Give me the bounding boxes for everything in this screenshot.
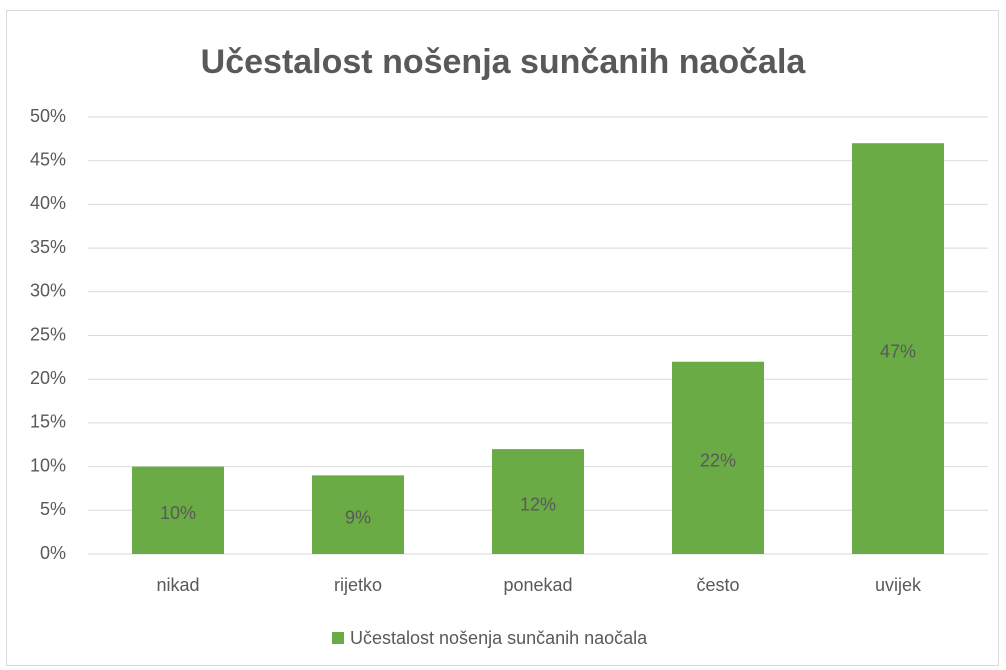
data-label: 9% [345, 507, 371, 527]
legend-swatch [332, 632, 344, 644]
y-tick-label: 45% [30, 149, 66, 169]
y-tick-label: 20% [30, 368, 66, 388]
y-tick-label: 15% [30, 412, 66, 432]
x-tick-label: ponekad [503, 575, 572, 595]
data-label: 12% [520, 494, 556, 514]
x-tick-label: uvijek [875, 575, 922, 595]
bar [852, 143, 944, 554]
x-tick-label: nikad [156, 575, 199, 595]
data-label: 10% [160, 503, 196, 523]
bar [672, 361, 764, 554]
bar [492, 449, 584, 554]
x-tick-label: često [696, 575, 739, 595]
y-tick-label: 35% [30, 237, 66, 257]
y-tick-label: 50% [30, 106, 66, 126]
y-tick-label: 25% [30, 324, 66, 344]
chart-title: Učestalost nošenja sunčanih naočala [201, 43, 807, 81]
x-tick-label: rijetko [334, 575, 382, 595]
y-tick-label: 0% [40, 543, 66, 563]
y-tick-label: 40% [30, 193, 66, 213]
bar [132, 466, 224, 554]
y-tick-label: 10% [30, 455, 66, 475]
chart-border [6, 10, 999, 666]
data-label: 22% [700, 451, 736, 471]
legend-label: Učestalost nošenja sunčanih naočala [350, 628, 648, 648]
bar [312, 475, 404, 554]
data-label: 47% [880, 341, 916, 361]
y-tick-label: 30% [30, 281, 66, 301]
y-tick-label: 5% [40, 499, 66, 519]
